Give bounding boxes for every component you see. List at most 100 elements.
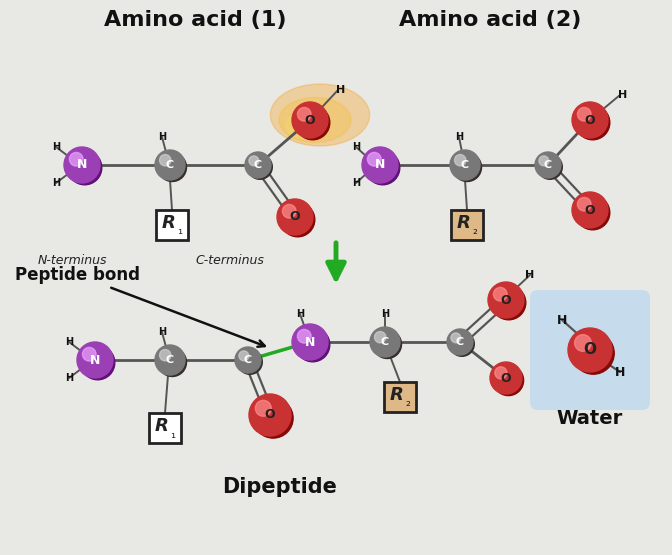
Text: Amino acid (1): Amino acid (1) (103, 10, 286, 30)
Text: C: C (166, 355, 174, 365)
Text: H: H (352, 178, 360, 188)
Text: ₁: ₁ (171, 427, 175, 441)
Circle shape (159, 154, 171, 166)
Circle shape (453, 153, 482, 181)
Circle shape (249, 394, 291, 436)
Ellipse shape (286, 111, 331, 139)
Circle shape (451, 333, 461, 343)
Text: O: O (501, 371, 511, 385)
Text: ₂: ₂ (472, 225, 478, 238)
Circle shape (576, 195, 610, 230)
Circle shape (572, 102, 608, 138)
Text: H: H (557, 314, 567, 326)
Circle shape (577, 108, 591, 121)
Text: H: H (352, 142, 360, 152)
Circle shape (159, 350, 171, 361)
Circle shape (235, 347, 261, 373)
Circle shape (155, 150, 185, 180)
Text: C: C (544, 160, 552, 170)
Ellipse shape (270, 84, 370, 146)
Circle shape (368, 153, 381, 166)
Circle shape (568, 328, 612, 372)
Circle shape (282, 204, 296, 218)
Circle shape (292, 324, 328, 360)
Circle shape (83, 347, 96, 361)
Circle shape (277, 199, 313, 235)
Text: O: O (304, 114, 315, 127)
Circle shape (577, 198, 591, 211)
Text: ₁: ₁ (177, 225, 183, 238)
Circle shape (81, 346, 115, 380)
Text: H: H (158, 327, 166, 337)
Text: N: N (77, 159, 87, 171)
Text: H: H (618, 90, 628, 100)
Text: C: C (254, 160, 262, 170)
FancyBboxPatch shape (149, 413, 181, 443)
Circle shape (69, 153, 83, 166)
Circle shape (535, 152, 561, 178)
Circle shape (158, 348, 187, 376)
Text: R: R (155, 417, 169, 435)
FancyBboxPatch shape (156, 210, 188, 240)
Text: O: O (265, 408, 276, 421)
Text: H: H (296, 309, 304, 319)
Text: O: O (585, 204, 595, 216)
Circle shape (373, 330, 401, 359)
Text: Water: Water (557, 408, 623, 427)
Circle shape (292, 102, 328, 138)
Ellipse shape (279, 98, 351, 143)
Circle shape (64, 147, 100, 183)
Circle shape (296, 327, 330, 362)
Text: H: H (52, 178, 60, 188)
Text: H: H (65, 373, 73, 383)
Text: O: O (583, 342, 597, 357)
Text: N: N (90, 354, 100, 366)
Circle shape (155, 345, 185, 375)
Text: ₂: ₂ (405, 396, 411, 410)
Text: H: H (65, 337, 73, 347)
Circle shape (450, 150, 480, 180)
Text: O: O (585, 114, 595, 127)
Text: Peptide bond: Peptide bond (15, 266, 265, 347)
Circle shape (253, 398, 293, 438)
Circle shape (77, 342, 113, 378)
Text: C: C (244, 355, 252, 365)
Circle shape (247, 155, 272, 179)
Text: O: O (290, 210, 300, 224)
Circle shape (374, 331, 386, 343)
Text: C: C (381, 337, 389, 347)
Circle shape (370, 327, 400, 357)
Circle shape (158, 153, 187, 181)
Circle shape (255, 400, 271, 416)
Circle shape (296, 105, 330, 140)
Circle shape (239, 351, 249, 361)
Circle shape (490, 362, 522, 394)
Text: C: C (166, 160, 174, 170)
Circle shape (281, 203, 314, 237)
Text: H: H (52, 142, 60, 152)
Circle shape (493, 287, 507, 301)
FancyBboxPatch shape (451, 210, 483, 240)
Text: H: H (615, 366, 625, 379)
FancyArrowPatch shape (328, 243, 344, 279)
Circle shape (454, 154, 466, 166)
Text: C-terminus: C-terminus (196, 254, 265, 266)
Circle shape (539, 156, 549, 166)
Circle shape (362, 147, 398, 183)
Circle shape (538, 155, 562, 179)
Circle shape (492, 286, 526, 320)
Circle shape (68, 150, 101, 185)
Circle shape (245, 152, 271, 178)
Text: H: H (381, 309, 389, 319)
Circle shape (572, 192, 608, 228)
Text: Dipeptide: Dipeptide (222, 477, 337, 497)
Circle shape (450, 331, 474, 356)
Circle shape (366, 150, 400, 185)
Text: H: H (337, 85, 345, 95)
Text: R: R (457, 214, 471, 232)
Text: H: H (158, 132, 166, 142)
Circle shape (298, 108, 311, 121)
FancyBboxPatch shape (384, 382, 416, 412)
Circle shape (575, 335, 591, 351)
Text: H: H (455, 132, 463, 142)
